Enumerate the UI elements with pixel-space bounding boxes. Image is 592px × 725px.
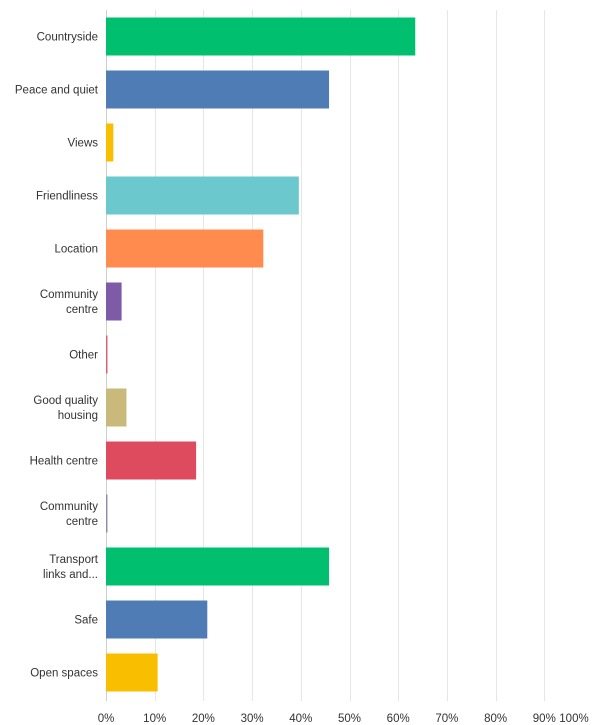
category-label: Health centre: [30, 456, 98, 468]
x-tick-label: 50%: [338, 713, 361, 725]
category-label: centre: [66, 304, 98, 316]
bar: [106, 653, 158, 692]
x-tick-label: 10%: [143, 713, 166, 725]
x-tick-label: 70%: [435, 713, 458, 725]
category-label: Good quality: [33, 395, 98, 407]
bar: [106, 17, 416, 56]
category-label: Open spaces: [30, 668, 98, 680]
category-label: Views: [68, 138, 99, 150]
x-tick-label: 60%: [387, 713, 410, 725]
category-label: housing: [58, 410, 98, 422]
bar: [106, 335, 108, 374]
category-label: Location: [55, 244, 98, 256]
bar: [106, 600, 208, 639]
x-tick-label: 80%: [484, 713, 507, 725]
bar: [106, 441, 197, 480]
x-axis-tick-labels: 0% 10% 20% 30% 40% 50% 60% 70% 80% 90% 100%: [98, 713, 589, 725]
category-label: Other: [69, 350, 98, 362]
category-label: centre: [66, 516, 98, 528]
bar: [106, 176, 299, 215]
bar: [106, 123, 114, 162]
bar: [106, 70, 330, 109]
category-label: Countryside: [37, 32, 98, 44]
bar: [106, 229, 264, 268]
x-tick-label: 20%: [192, 713, 215, 725]
category-label: Transport: [49, 554, 99, 566]
bar: [106, 547, 330, 586]
category-label: Community: [40, 289, 98, 301]
x-tick-label: 0%: [98, 713, 115, 725]
category-label: Safe: [74, 615, 98, 627]
bar: [106, 388, 127, 427]
x-tick-label: 100%: [559, 713, 588, 725]
x-tick-label: 30%: [241, 713, 264, 725]
bar: [106, 282, 122, 321]
category-label: Community: [40, 501, 98, 513]
category-label: links and...: [43, 569, 98, 581]
x-tick-label: 40%: [289, 713, 312, 725]
x-tick-label: 90%: [533, 713, 556, 725]
category-label: Friendliness: [36, 191, 98, 203]
category-label: Peace and quiet: [15, 85, 99, 97]
category-labels: Countryside Peace and quiet Views Friendlin…: [15, 32, 99, 680]
gridlines: [106, 10, 545, 701]
bars: [106, 17, 416, 692]
bar: [106, 494, 108, 533]
